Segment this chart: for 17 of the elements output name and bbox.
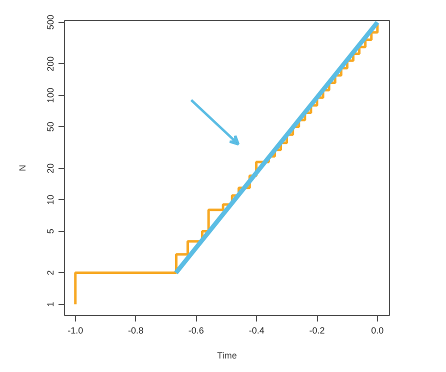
y-tick-label: 50 — [46, 122, 56, 132]
y-tick-label: 100 — [46, 88, 56, 103]
y-tick-label: 200 — [46, 56, 56, 72]
x-tick-label: -0.8 — [128, 326, 144, 336]
y-tick-label: 10 — [46, 194, 56, 205]
x-tick-label: -0.4 — [248, 326, 264, 336]
y-tick-label: 5 — [46, 228, 56, 234]
x-tick-label: -1.0 — [68, 326, 84, 336]
y-tick-label: 500 — [46, 14, 56, 30]
y-axis-title: N — [18, 164, 28, 172]
x-tick-label: 0.0 — [371, 326, 384, 336]
x-axis-title: Time — [217, 350, 237, 360]
x-tick-label: -0.2 — [309, 326, 325, 336]
x-tick-label: -0.6 — [188, 326, 204, 336]
y-tick-label: 2 — [46, 270, 56, 276]
y-tick-label: 1 — [46, 302, 56, 307]
y-tick-label: 20 — [46, 163, 56, 174]
